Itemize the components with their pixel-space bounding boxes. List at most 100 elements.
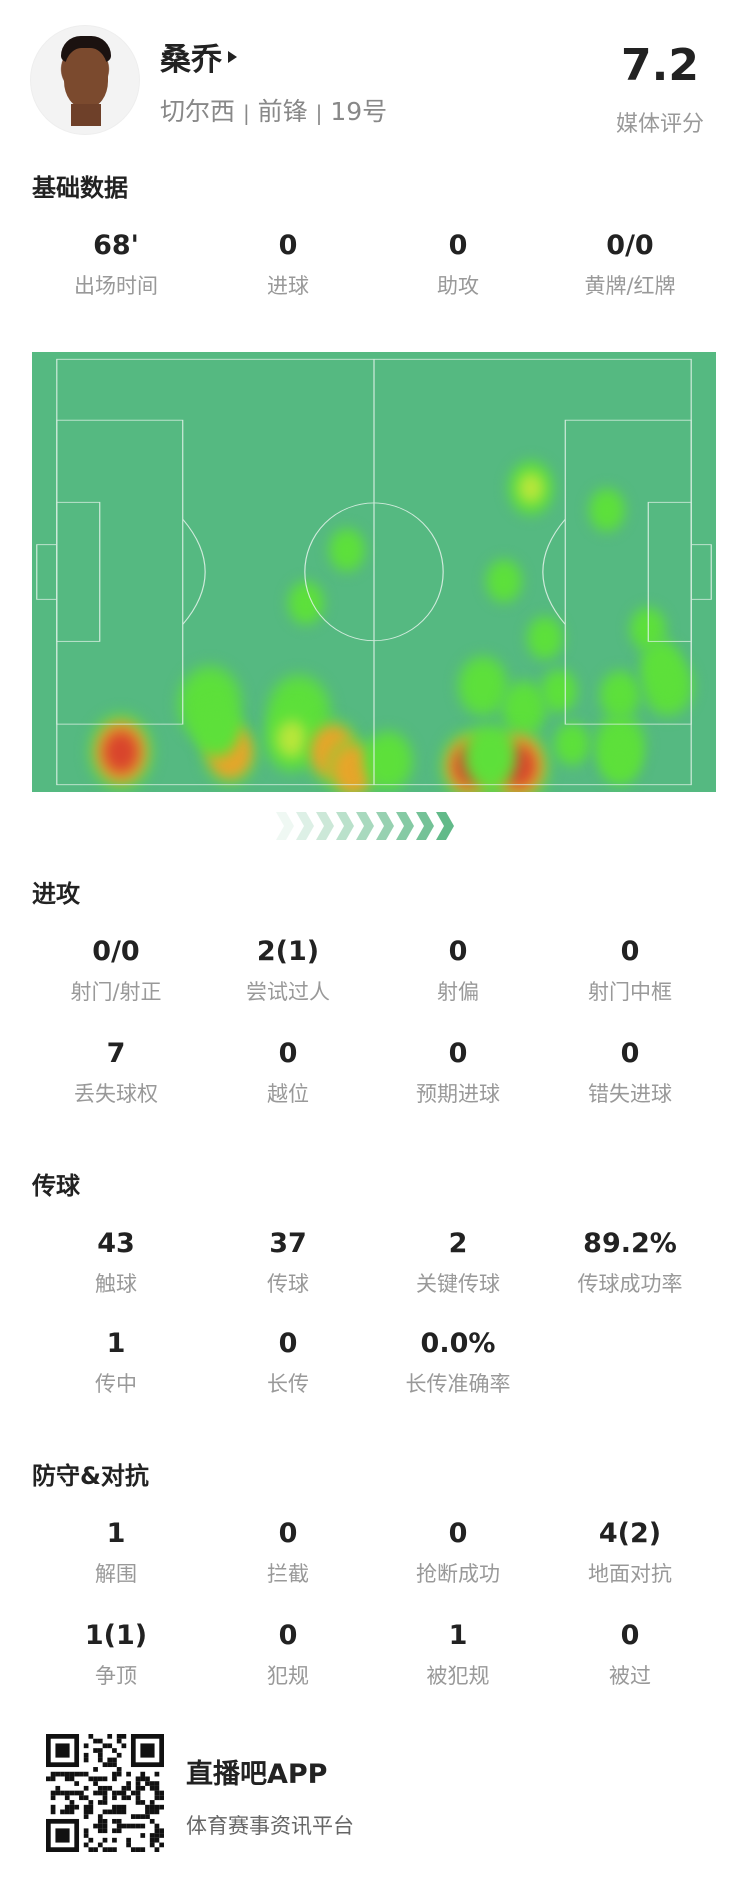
stat-label: 黄牌/红牌 [584, 274, 676, 298]
stat-value: 0 [278, 1620, 298, 1651]
player-name-link[interactable]: 桑乔 [160, 34, 237, 79]
stat-label: 射门/射正 [70, 980, 162, 1004]
stat-basic: 68' 出场时间 [31, 230, 201, 300]
stat-label: 被过 [609, 1664, 651, 1688]
heat-spot [525, 614, 565, 662]
chevron-right-icon [336, 812, 354, 840]
stat-value: 2 [448, 1228, 468, 1259]
stat-value: 0/0 [92, 936, 140, 967]
stat-attack: 0 射偏 [373, 936, 543, 1006]
stat-label: 抢断成功 [416, 1562, 500, 1586]
heat-spot [586, 486, 627, 535]
heatmap-pitch [32, 352, 716, 792]
stat-defense: 0 犯规 [203, 1620, 373, 1690]
stat-label: 射门中框 [588, 980, 672, 1004]
stat-passing: 0 长传 [203, 1328, 373, 1398]
stat-value: 1 [106, 1328, 126, 1359]
chevron-right-icon [356, 812, 374, 840]
stat-defense: 0 被过 [545, 1620, 715, 1690]
heat-spot [552, 719, 593, 768]
stat-label: 射偏 [437, 980, 479, 1004]
chevron-right-icon [416, 812, 434, 840]
stat-label: 传中 [95, 1372, 137, 1396]
stat-value: 0 [278, 1038, 298, 1069]
stat-passing: 37 传球 [203, 1228, 373, 1298]
section-title-defense: 防守&对抗 [32, 1462, 149, 1490]
stat-label: 助攻 [437, 274, 479, 298]
stat-label: 尝试过人 [246, 980, 330, 1004]
position: 前锋 [257, 97, 308, 126]
shirt-number: 19号 [330, 97, 388, 126]
stat-defense: 1 被犯规 [373, 1620, 543, 1690]
stat-value: 4(2) [598, 1518, 662, 1549]
stat-label: 争顶 [95, 1664, 137, 1688]
section-title-attack: 进攻 [32, 880, 80, 908]
stat-value: 0.0% [420, 1328, 496, 1359]
stat-passing: 89.2% 传球成功率 [545, 1228, 715, 1298]
app-slogan: 体育赛事资讯平台 [186, 1814, 354, 1838]
stat-label: 丢失球权 [74, 1082, 158, 1106]
stat-value: 1 [448, 1620, 468, 1651]
stat-value: 0 [620, 1620, 640, 1651]
stat-value: 0 [278, 1518, 298, 1549]
stat-defense: 4(2) 地面对抗 [545, 1518, 715, 1588]
heat-spot [506, 458, 557, 519]
stat-value: 68' [93, 230, 139, 261]
media-rating-label: 媒体评分 [615, 112, 704, 137]
heat-spot [326, 526, 367, 574]
heat-spot [191, 700, 242, 761]
stat-attack: 2(1) 尝试过人 [203, 936, 373, 1006]
heat-spot [538, 666, 579, 715]
stat-value: 7 [106, 1038, 126, 1069]
qr-code [46, 1734, 164, 1852]
stat-value: 43 [97, 1228, 135, 1259]
stat-label: 解围 [95, 1562, 137, 1586]
stat-label: 被犯规 [426, 1664, 490, 1688]
stat-label: 预期进球 [416, 1082, 500, 1106]
stat-value: 0 [448, 936, 468, 967]
caret-right-icon [228, 50, 237, 63]
stat-label: 出场时间 [74, 274, 158, 298]
attack-direction-arrows [274, 810, 454, 842]
heat-spot [285, 578, 326, 627]
stat-label: 传球成功率 [577, 1272, 683, 1296]
stat-value: 1 [106, 1518, 126, 1549]
heat-spot [483, 556, 524, 605]
stat-label: 犯规 [267, 1664, 309, 1688]
app-name: 直播吧APP [186, 1759, 328, 1790]
stat-attack: 0 射门中框 [545, 936, 715, 1006]
stat-attack: 0 越位 [203, 1038, 373, 1108]
stat-value: 0 [448, 1038, 468, 1069]
stat-basic: 0/0 黄牌/红牌 [545, 230, 715, 300]
chevron-right-icon [436, 812, 454, 840]
stat-label: 长传 [267, 1372, 309, 1396]
stat-value: 0 [620, 936, 640, 967]
stat-value: 0/0 [606, 230, 654, 261]
stat-defense: 1 解围 [31, 1518, 201, 1588]
separator: | [315, 101, 323, 125]
stat-passing: 2 关键传球 [373, 1228, 543, 1298]
chevron-right-icon [376, 812, 394, 840]
stat-value: 0 [620, 1038, 640, 1069]
stat-label: 进球 [267, 274, 309, 298]
pitch-lines [36, 358, 712, 786]
section-title-basic: 基础数据 [32, 174, 128, 202]
stat-label: 错失进球 [588, 1082, 672, 1106]
media-rating: 7.2 [621, 40, 699, 91]
stat-label: 传球 [267, 1272, 309, 1296]
heat-spot [460, 720, 521, 792]
chevron-right-icon [276, 812, 294, 840]
stat-basic: 0 进球 [203, 230, 373, 300]
player-info: 切尔西 | 前锋 | 19号 [160, 92, 387, 128]
stat-defense: 1(1) 争顶 [31, 1620, 201, 1690]
player-avatar[interactable] [30, 25, 140, 135]
stat-label: 触球 [95, 1272, 137, 1296]
stat-attack: 7 丢失球权 [31, 1038, 201, 1108]
stat-defense: 0 拦截 [203, 1518, 373, 1588]
stat-attack: 0 错失进球 [545, 1038, 715, 1108]
stat-label: 长传准确率 [405, 1372, 511, 1396]
stat-label: 地面对抗 [588, 1562, 672, 1586]
stat-value: 89.2% [583, 1228, 677, 1259]
stat-label: 拦截 [267, 1562, 309, 1586]
section-title-passing: 传球 [32, 1172, 80, 1200]
